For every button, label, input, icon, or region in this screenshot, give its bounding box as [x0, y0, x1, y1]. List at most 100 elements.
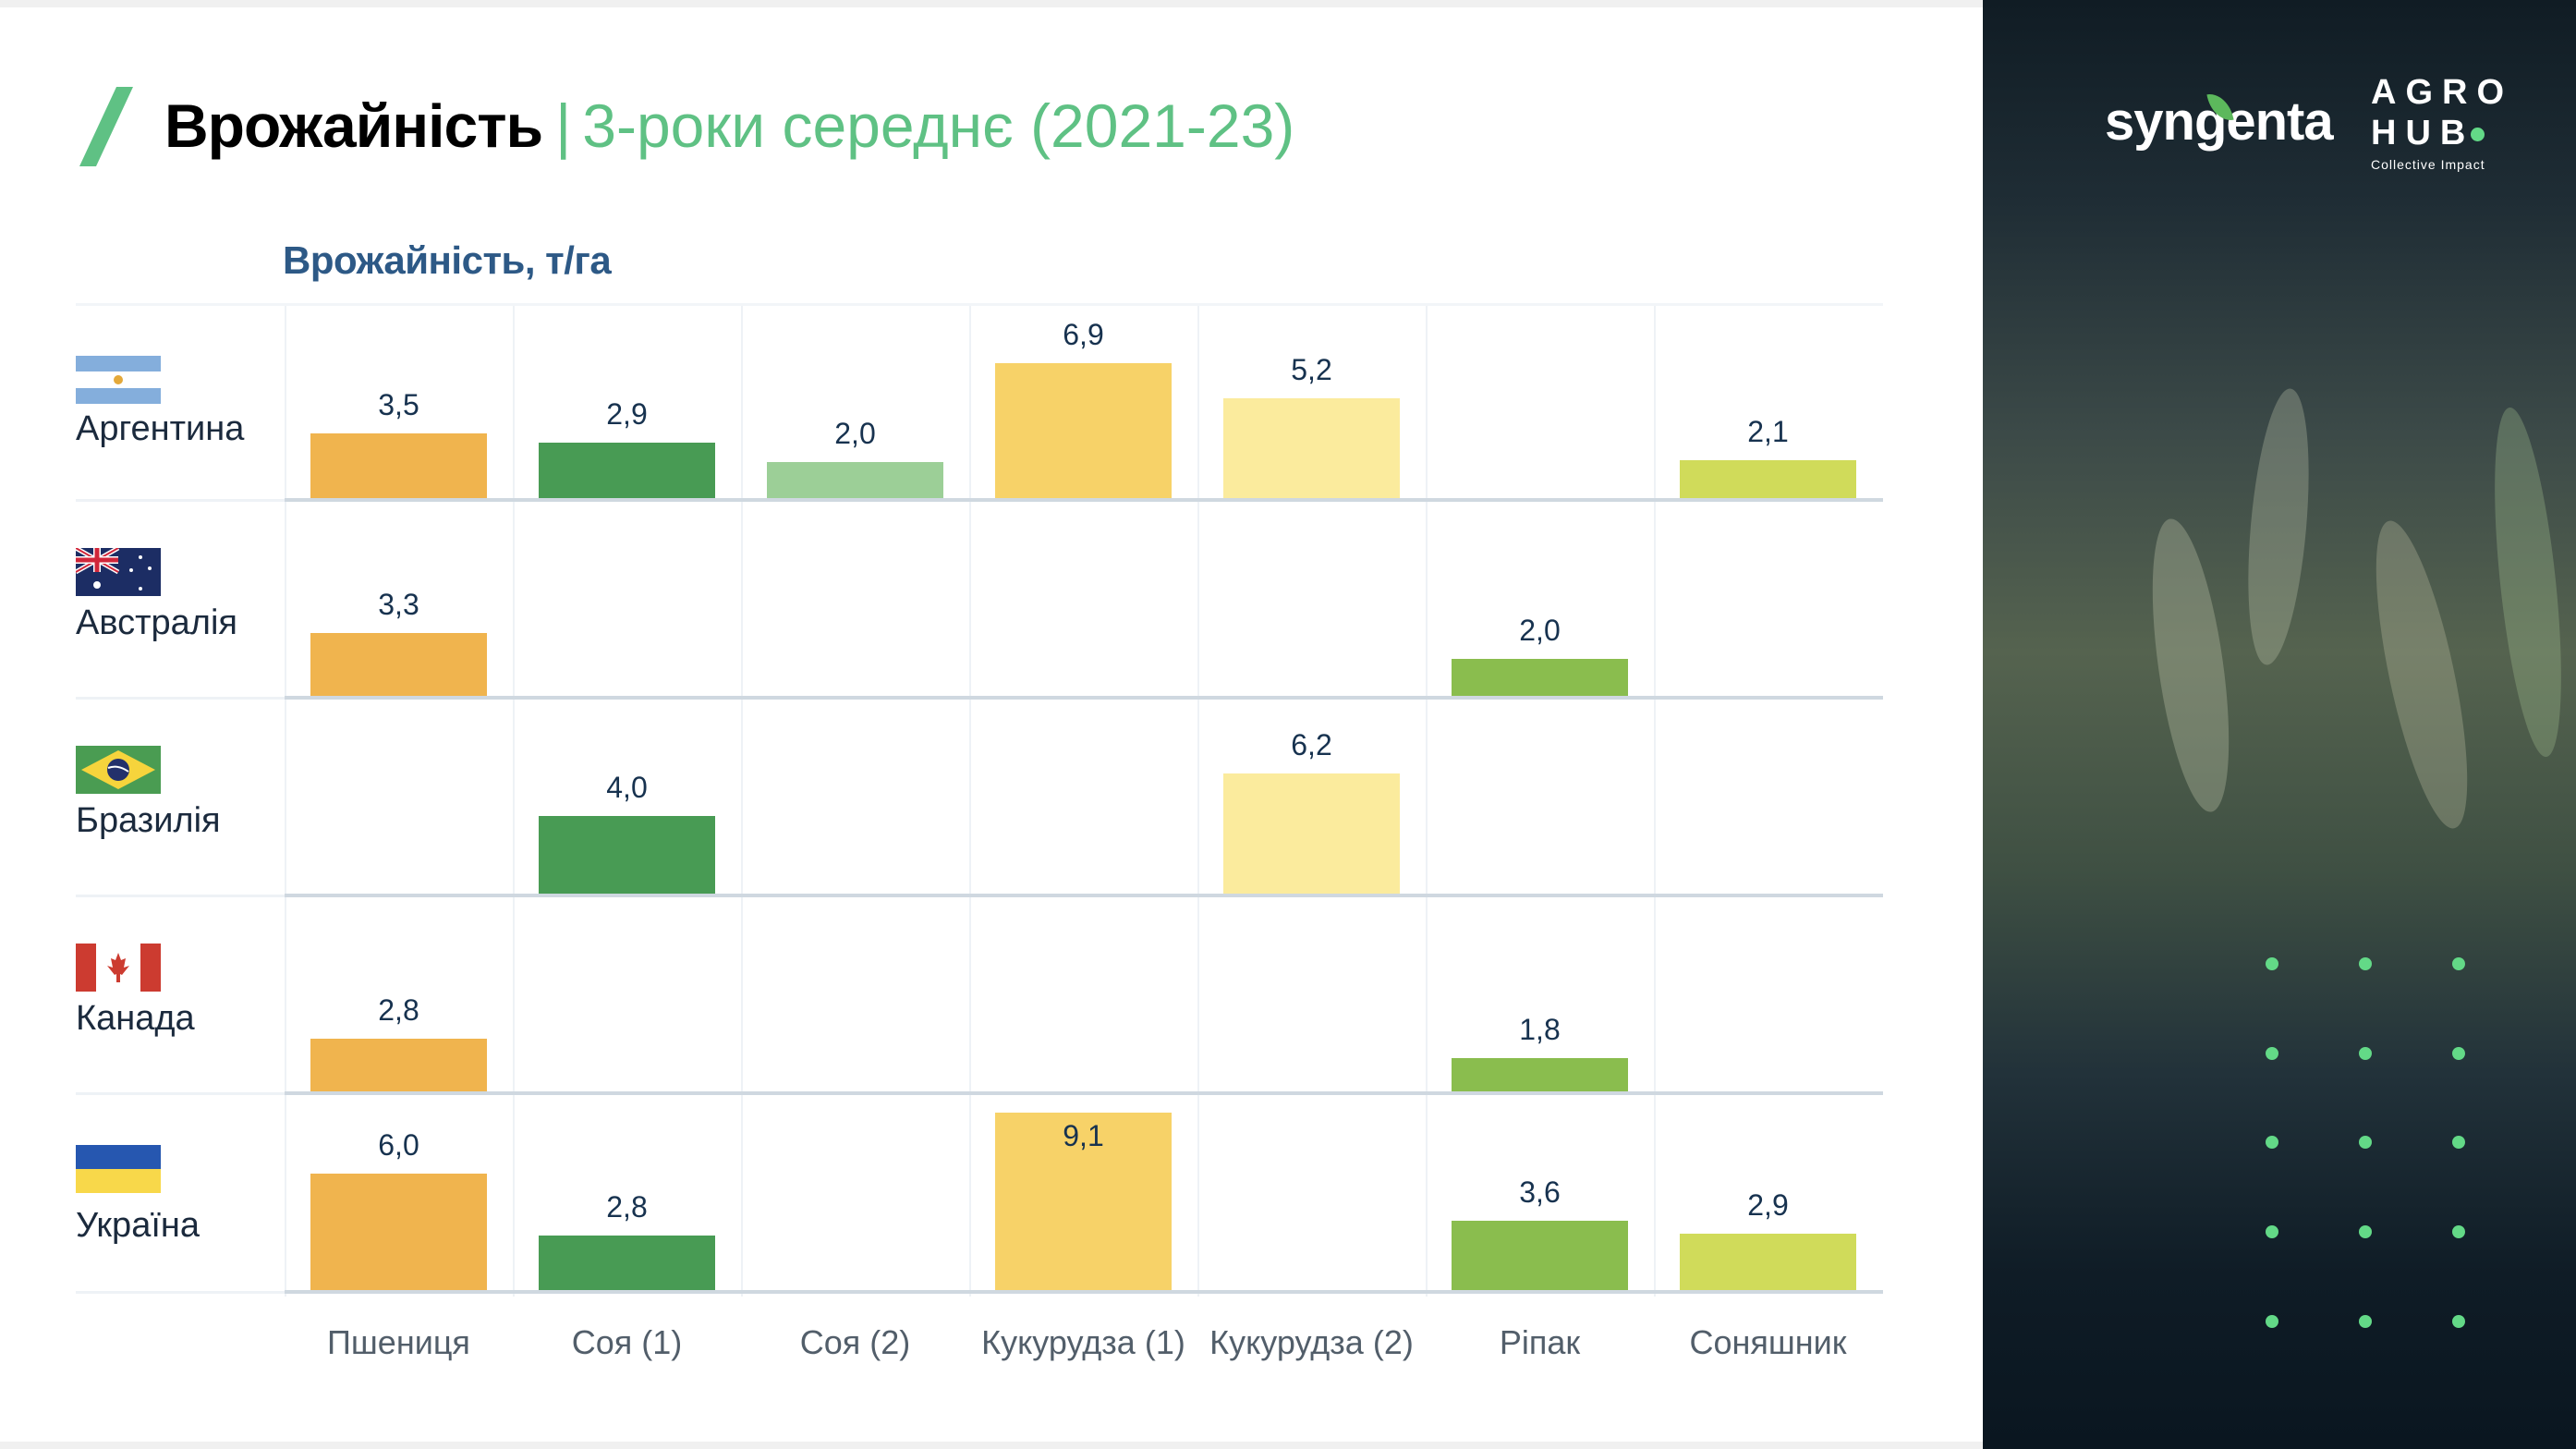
bar-cell: 6,9 [969, 302, 1197, 498]
bar-cell: 3,6 [1426, 1091, 1654, 1290]
dot-grid-icon [2266, 1225, 2278, 1238]
category-label: Кукурудза (2) [1209, 1323, 1414, 1361]
category-label: Соя (2) [799, 1323, 911, 1361]
chart-row-argentina: Аргентина 3,5 2,9 2,0 6,9 5,2 2,1 [76, 306, 1883, 502]
bar-value: 2,0 [1519, 614, 1561, 647]
dot-grid-icon [2266, 957, 2278, 970]
bar-value: 2,9 [606, 397, 648, 431]
bar [1223, 773, 1400, 894]
row-baseline [285, 1290, 1883, 1294]
agrohub-line2: HUB [2371, 114, 2475, 152]
dot-grid-icon [2452, 1047, 2465, 1060]
row-baseline [285, 696, 1883, 700]
chart-row-brazil: Бразилія 4,0 6,2 [76, 700, 1883, 897]
bar-value: 3,6 [1519, 1175, 1561, 1209]
bar [1680, 1234, 1856, 1290]
agrohub-line1: AGRO [2371, 73, 2513, 112]
bar-value: 2,0 [834, 417, 876, 450]
bar-cell: 2,1 [1654, 302, 1882, 498]
row-divider [76, 1092, 285, 1095]
bar-value: 3,5 [378, 388, 419, 421]
bar [310, 433, 487, 498]
brazil-flag-icon [76, 746, 161, 794]
dot-grid-icon [2266, 1047, 2278, 1060]
row-divider [76, 697, 285, 700]
title-subtitle: 3-роки середнє (2021-23) [582, 91, 1295, 160]
bar-cell: 9,1 [969, 1091, 1197, 1290]
bar [995, 1113, 1172, 1290]
title-separator: | [555, 91, 572, 160]
dot-grid-icon [2452, 1315, 2465, 1328]
wheat-image-decoration [2357, 514, 2486, 835]
dot-grid-icon [2359, 1225, 2372, 1238]
bar-value: 4,0 [606, 771, 648, 804]
bar-value: 9,1 [1063, 1119, 1104, 1152]
bar [995, 363, 1172, 498]
chart-row-canada: Канада 2,8 1,8 [76, 897, 1883, 1095]
bottom-border [0, 1442, 1983, 1449]
bar [1452, 1058, 1628, 1091]
category-label: Пшениця [327, 1323, 470, 1361]
bar-value: 2,9 [1747, 1188, 1789, 1222]
wheat-image-decoration [2482, 404, 2574, 761]
chart-row-australia: Австралія 3,3 2,0 [76, 502, 1883, 700]
slash-accent-icon [79, 87, 133, 166]
bar [310, 1174, 487, 1290]
bar [1452, 659, 1628, 696]
bar-cell: 3,3 [285, 498, 513, 696]
bar [310, 1039, 487, 1091]
top-border [0, 0, 1983, 7]
agrohub-logo: AGRO HUB [2371, 72, 2513, 153]
argentina-flag-icon [76, 356, 161, 404]
chart-grid: Аргентина 3,5 2,9 2,0 6,9 5,2 2,1 Австра… [76, 303, 1883, 1297]
bar [767, 462, 943, 498]
bar-value: 3,3 [378, 588, 419, 621]
bar-cell: 2,9 [513, 302, 741, 498]
grid-top-line [76, 303, 1883, 306]
bar-value: 6,2 [1291, 728, 1332, 761]
grid-vline [285, 306, 286, 1297]
chart-row-ukraine: Україна 6,0 2,8 9,1 3,6 2,9 [76, 1095, 1883, 1294]
dot-icon [2471, 128, 2485, 142]
bar-cell: 1,8 [1426, 894, 1654, 1091]
category-label: Ріпак [1499, 1323, 1581, 1361]
bar-cell: 3,5 [285, 302, 513, 498]
row-divider [76, 895, 285, 897]
bar [539, 443, 715, 498]
bar-cell: 6,0 [285, 1091, 513, 1290]
grid-vline [1197, 306, 1199, 1297]
row-baseline [285, 1091, 1883, 1095]
category-label: Соя (1) [571, 1323, 683, 1361]
australia-flag-icon [76, 548, 161, 596]
bar-cell: 6,2 [1197, 696, 1426, 894]
grid-vline [513, 306, 515, 1297]
dot-grid-icon [2359, 1047, 2372, 1060]
page-title: Врожайність | 3-роки середнє (2021-23) [164, 89, 1294, 163]
bar-cell: 2,9 [1654, 1091, 1882, 1290]
bar [539, 1236, 715, 1290]
bar [1452, 1221, 1628, 1290]
grid-vline [1426, 306, 1428, 1297]
bar-cell: 5,2 [1197, 302, 1426, 498]
grid-vline [969, 306, 971, 1297]
bar [1223, 398, 1400, 498]
title-main: Врожайність [164, 91, 543, 160]
dot-grid-icon [2359, 957, 2372, 970]
dot-grid-icon [2452, 957, 2465, 970]
bar-cell: 2,8 [513, 1091, 741, 1290]
bar-value: 1,8 [1519, 1013, 1561, 1046]
bar-cell: 4,0 [513, 696, 741, 894]
country-label: Австралія [76, 603, 237, 642]
dot-grid-icon [2452, 1136, 2465, 1149]
bar-value: 6,0 [378, 1128, 419, 1162]
agrohub-tagline: Collective Impact [2371, 157, 2485, 172]
dot-grid-icon [2266, 1136, 2278, 1149]
bar-value: 2,8 [378, 993, 419, 1027]
bar [1680, 460, 1856, 498]
category-label: Кукурудза (1) [981, 1323, 1185, 1361]
bar [310, 633, 487, 696]
category-label: Соняшник [1689, 1323, 1847, 1361]
row-divider [76, 499, 285, 502]
canada-flag-icon [76, 944, 161, 992]
bar-value: 2,8 [606, 1190, 648, 1224]
